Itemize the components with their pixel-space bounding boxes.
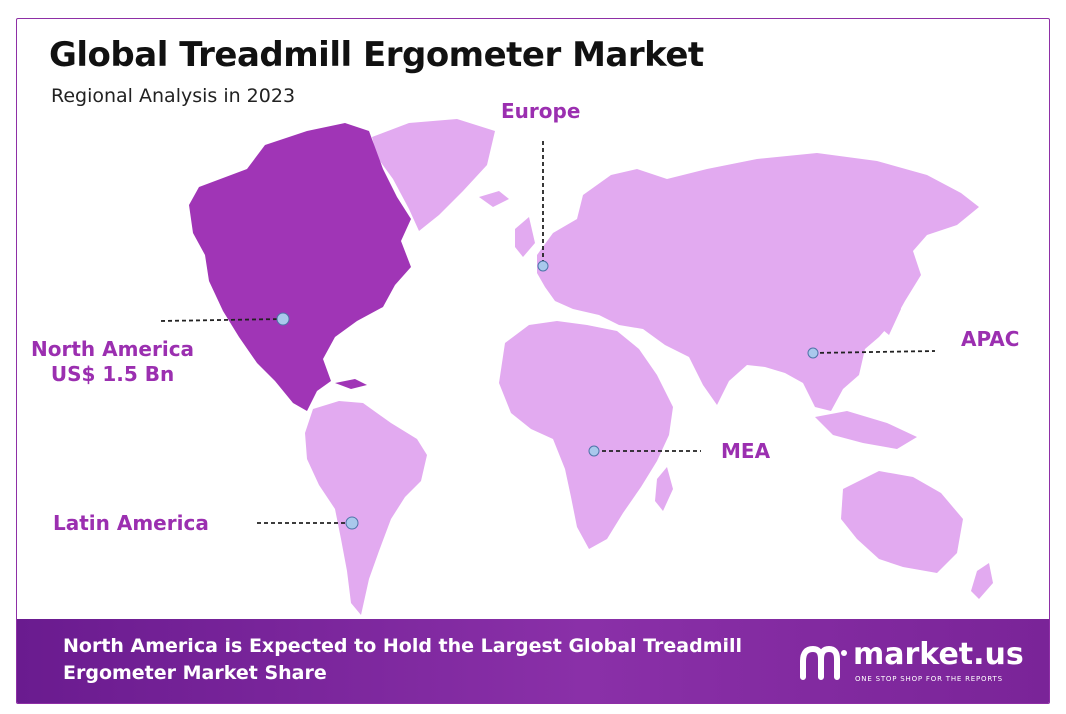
leader-line-apac xyxy=(812,350,936,354)
marker-mea[interactable] xyxy=(588,445,600,457)
region-japan xyxy=(877,287,901,335)
marker-apac[interactable] xyxy=(807,347,819,359)
region-australia xyxy=(841,471,963,573)
label-north-america-value: US$ 1.5 Bn xyxy=(50,362,175,386)
region-british-isles xyxy=(515,217,535,257)
brand-block: market.us ONE STOP SHOP FOR THE REPORTS xyxy=(797,637,1047,687)
marker-north-america[interactable] xyxy=(276,312,290,326)
region-latin-america[interactable] xyxy=(305,401,427,615)
footer-banner: North America is Expected to Hold the La… xyxy=(17,619,1049,703)
label-latin-america: Latin America xyxy=(53,511,209,535)
brand-name: market.us xyxy=(853,637,1024,672)
label-north-america: North America US$ 1.5 Bn xyxy=(31,337,194,387)
label-north-america-name: North America xyxy=(31,337,195,361)
label-europe: Europe xyxy=(501,99,581,123)
marker-europe[interactable] xyxy=(537,260,549,272)
region-caribbean xyxy=(335,379,367,389)
region-iceland xyxy=(479,191,509,207)
region-se-asia-islands xyxy=(815,411,917,449)
region-mea[interactable] xyxy=(499,321,673,549)
page-subtitle: Regional Analysis in 2023 xyxy=(51,85,296,107)
footer-text: North America is Expected to Hold the La… xyxy=(63,635,743,684)
region-new-zealand xyxy=(971,563,993,599)
world-map xyxy=(160,119,993,615)
region-eurasia[interactable] xyxy=(537,153,979,411)
infographic-frame: Global Treadmill Ergometer Market Region… xyxy=(16,18,1050,704)
region-madagascar xyxy=(655,467,673,511)
region-greenland xyxy=(372,119,495,231)
label-mea: MEA xyxy=(721,439,771,463)
market-us-logo-icon xyxy=(800,645,847,680)
page-title: Global Treadmill Ergometer Market xyxy=(49,35,704,75)
marker-latin-america[interactable] xyxy=(345,516,359,530)
leader-line-north-america xyxy=(160,318,284,322)
brand-tagline: ONE STOP SHOP FOR THE REPORTS xyxy=(855,675,1003,683)
region-north-america[interactable] xyxy=(189,123,411,411)
label-apac: APAC xyxy=(961,327,1020,351)
